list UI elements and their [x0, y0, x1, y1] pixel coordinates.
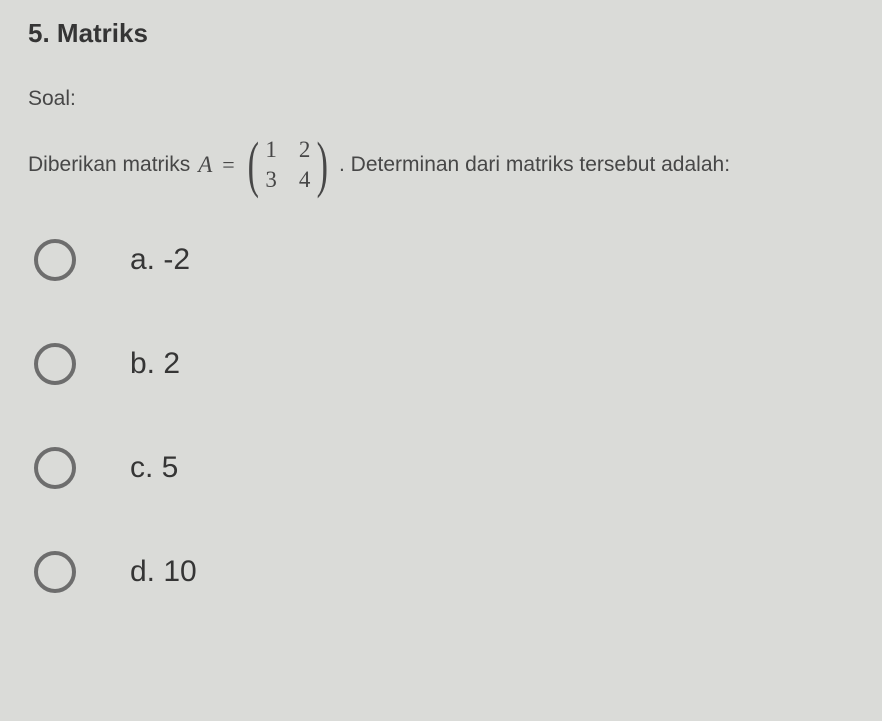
radio-icon[interactable]	[34, 239, 76, 281]
option-label: b. 2	[130, 347, 180, 381]
matrix-cell-22: 4	[299, 167, 311, 193]
option-d[interactable]: d. 10	[34, 551, 854, 593]
matrix: ( 1 2 3 4 )	[243, 137, 333, 193]
soal-label: Soal:	[28, 87, 854, 111]
paren-right: )	[317, 140, 328, 190]
option-c[interactable]: c. 5	[34, 447, 854, 489]
question-pre: Diberikan matriks	[28, 153, 190, 177]
radio-icon[interactable]	[34, 447, 76, 489]
option-label: a. -2	[130, 243, 190, 277]
radio-icon[interactable]	[34, 551, 76, 593]
matrix-variable: A	[198, 152, 212, 178]
question-title: 5. Matriks	[28, 18, 854, 49]
radio-icon[interactable]	[34, 343, 76, 385]
options-list: a. -2 b. 2 c. 5 d. 10	[34, 239, 854, 593]
paren-left: (	[247, 140, 258, 190]
option-b[interactable]: b. 2	[34, 343, 854, 385]
matrix-cell-11: 1	[265, 137, 277, 163]
option-label: d. 10	[130, 555, 197, 589]
option-label: c. 5	[130, 451, 178, 485]
option-a[interactable]: a. -2	[34, 239, 854, 281]
matrix-cell-21: 3	[265, 167, 277, 193]
question-post: . Determinan dari matriks tersebut adala…	[339, 153, 730, 177]
matrix-cell-12: 2	[299, 137, 311, 163]
equals-sign: =	[222, 152, 234, 178]
question-text: Diberikan matriks A = ( 1 2 3 4 ) . Dete…	[28, 137, 854, 193]
